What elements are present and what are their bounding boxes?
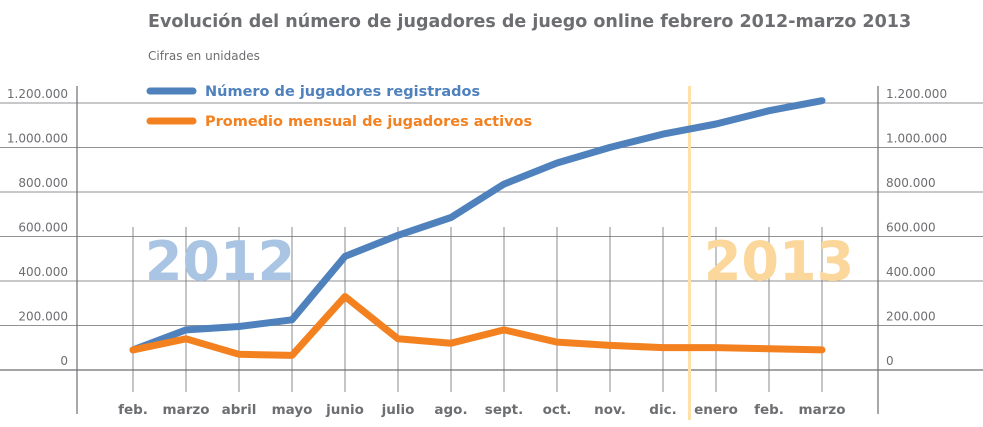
data-point [555,161,559,165]
data-point [661,132,665,136]
data-point [343,254,347,258]
y-tick-label-right: 400.000 [886,265,936,279]
x-tick-label: junio [325,402,364,418]
series-line-2 [129,293,826,359]
year-label-2013: 2013 [704,230,854,293]
year-label-2012: 2012 [145,230,295,293]
series-line-1 [129,97,826,354]
x-tick-label: feb. [118,402,148,418]
data-point [820,348,824,352]
x-tick-label: oct. [543,402,572,418]
data-point [449,341,453,345]
x-tick-label: ago. [434,402,467,418]
data-point [767,109,771,113]
y-tick-label-left: 600.000 [18,221,68,235]
data-point [343,294,347,298]
data-point [502,328,506,332]
data-point [184,337,188,341]
data-point [449,215,453,219]
x-tick-label: marzo [163,402,210,418]
y-tick-label-right: 1.200.000 [886,87,947,101]
x-tick-label: feb. [754,402,784,418]
y-tick-label-left: 1.200.000 [7,87,68,101]
data-point [502,182,506,186]
data-point [237,352,241,356]
data-point [661,346,665,350]
x-tick-label: sept. [485,402,523,418]
x-tick-label: nov. [594,402,626,418]
chart-title: Evolución del número de jugadores de jue… [148,12,912,32]
y-tick-label-right: 0 [886,354,894,368]
data-point [608,343,612,347]
x-tick-label: enero [694,402,738,418]
x-tick-label: marzo [799,402,846,418]
data-point [237,325,241,329]
y-tick-label-right: 1.000.000 [886,132,947,146]
data-point [396,233,400,237]
data-point [184,328,188,332]
data-point [608,145,612,149]
x-tick-label: dic. [649,402,676,418]
x-tick-label: abril [222,402,257,418]
data-point [396,337,400,341]
y-tick-label-right: 800.000 [886,176,936,190]
chart-subtitle: Cifras en unidades [148,49,260,63]
data-point [555,340,559,344]
x-tick-label: julio [381,402,415,418]
data-point [290,318,294,322]
y-tick-label-left: 0 [60,354,68,368]
data-point [714,346,718,350]
y-tick-label-left: 200.000 [18,310,68,324]
data-point [820,99,824,103]
data-point [767,347,771,351]
legend-label-2: Promedio mensual de jugadores activos [205,114,532,130]
y-tick-label-right: 200.000 [886,310,936,324]
data-point [290,353,294,357]
legend-label-1: Número de jugadores registrados [205,84,480,100]
x-tick-label: mayo [272,402,313,418]
y-tick-label-left: 800.000 [18,176,68,190]
y-tick-label-left: 400.000 [18,265,68,279]
y-tick-label-left: 1.000.000 [7,132,68,146]
data-point [714,122,718,126]
data-point [131,348,135,352]
y-tick-label-right: 600.000 [886,221,936,235]
